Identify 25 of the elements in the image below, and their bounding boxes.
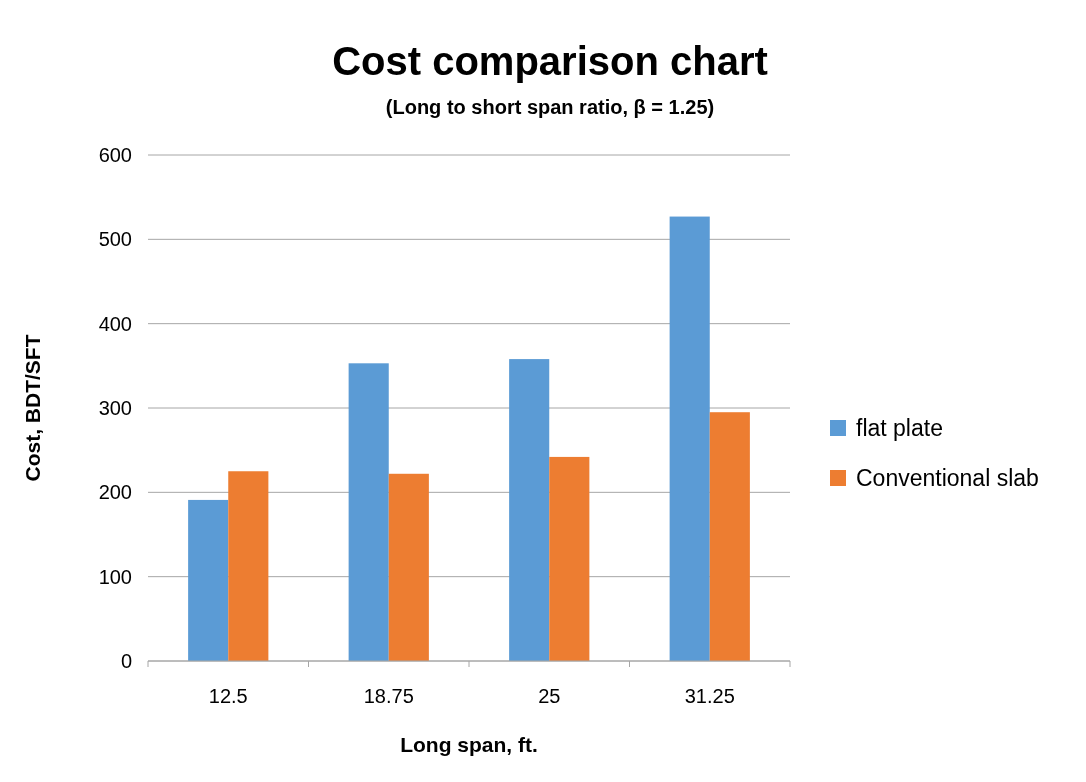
bar bbox=[228, 471, 269, 661]
y-tick-label: 500 bbox=[98, 228, 132, 251]
y-tick-label: 300 bbox=[98, 397, 132, 419]
bar bbox=[549, 456, 590, 661]
bar bbox=[348, 363, 389, 661]
chart-title: Cost comparison chart bbox=[332, 39, 768, 83]
bar bbox=[669, 216, 710, 661]
bar bbox=[188, 499, 229, 661]
y-tick-label: 400 bbox=[98, 312, 132, 335]
x-tick-label: 25 bbox=[538, 685, 561, 707]
x-tick-label: 12.5 bbox=[208, 685, 248, 707]
x-tick-label: 31.25 bbox=[684, 685, 735, 707]
y-tick-label: 0 bbox=[120, 650, 132, 672]
bar bbox=[388, 473, 429, 661]
chart-subtitle: (Long to short span ratio, β = 1.25) bbox=[385, 96, 715, 118]
x-tick-label: 18.75 bbox=[363, 685, 414, 707]
bar bbox=[509, 359, 550, 661]
y-tick-label: 200 bbox=[98, 481, 132, 504]
y-tick-label: 600 bbox=[98, 144, 132, 166]
y-tick-label: 100 bbox=[98, 565, 132, 588]
y-axis-title: Cost, BDT/SFT bbox=[21, 334, 44, 482]
bar bbox=[709, 412, 750, 661]
legend-label: flat plate bbox=[856, 415, 943, 441]
legend-label: Conventional slab bbox=[856, 465, 1039, 491]
x-axis-title: Long span, ft. bbox=[400, 733, 538, 756]
